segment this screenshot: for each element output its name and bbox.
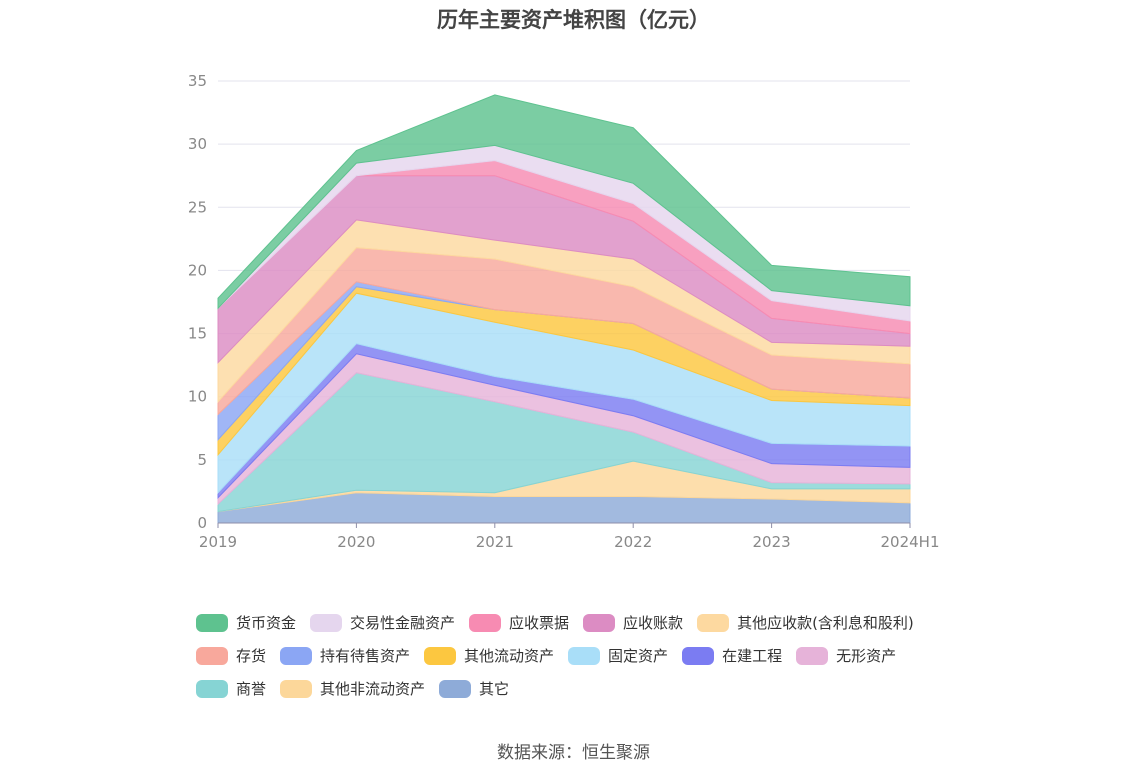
legend-swatch bbox=[196, 646, 228, 665]
legend-swatch bbox=[682, 646, 715, 665]
legend-label: 固定资产 bbox=[608, 647, 669, 665]
legend-item[interactable]: 商誉 bbox=[196, 678, 266, 699]
x-tick-label: 2021 bbox=[476, 533, 514, 551]
legend-label: 交易性金融资产 bbox=[350, 614, 456, 632]
legend-swatch bbox=[196, 613, 228, 632]
legend-row: 存货 持有待售资产 其他流动资产 固定资产 在建工程 无形资产 bbox=[196, 639, 976, 672]
legend-item[interactable]: 应收账款 bbox=[583, 612, 683, 633]
y-tick-label: 5 bbox=[197, 451, 207, 469]
legend-item[interactable]: 无形资产 bbox=[796, 645, 896, 666]
legend-item[interactable]: 其他应收款(含利息和股利) bbox=[697, 612, 914, 633]
data-source-note: 数据来源：恒生聚源 bbox=[497, 743, 650, 763]
legend-swatch bbox=[439, 679, 472, 698]
y-tick-label: 15 bbox=[188, 325, 207, 343]
legend-label: 货币资金 bbox=[236, 614, 297, 632]
legend-swatch bbox=[469, 613, 502, 632]
legend-item[interactable]: 其他非流动资产 bbox=[280, 678, 425, 699]
legend-label: 应收票据 bbox=[509, 614, 570, 632]
legend-label: 在建工程 bbox=[722, 647, 783, 665]
legend-item[interactable]: 在建工程 bbox=[682, 645, 782, 666]
legend-swatch bbox=[310, 613, 343, 632]
chart-title: 历年主要资产堆积图（亿元） bbox=[437, 8, 710, 32]
legend-label: 其他流动资产 bbox=[464, 647, 555, 665]
x-tick-label: 2022 bbox=[614, 533, 652, 551]
area-layer bbox=[217, 94, 911, 524]
legend-swatch bbox=[697, 613, 730, 632]
legend-row: 商誉 其他非流动资产 其它 bbox=[196, 672, 976, 705]
x-tick-label: 2020 bbox=[337, 533, 375, 551]
legend-item[interactable]: 应收票据 bbox=[469, 612, 569, 633]
y-tick-label: 0 bbox=[197, 514, 207, 532]
legend: 货币资金 交易性金融资产 应收票据 应收账款 其他应收款(含利息和股利) 存货 持有待售资产… bbox=[196, 606, 976, 705]
legend-item[interactable]: 其他流动资产 bbox=[424, 645, 554, 666]
legend-label: 应收账款 bbox=[623, 614, 684, 632]
y-tick-label: 10 bbox=[188, 388, 207, 406]
legend-item[interactable]: 货币资金 bbox=[196, 612, 296, 633]
y-tick-label: 35 bbox=[188, 72, 207, 90]
stacked-area-chart: 0 5 10 15 20 25 30 35 2019 2020 2021 2022 2023 2024H1 bbox=[188, 72, 940, 551]
legend-swatch bbox=[583, 613, 616, 632]
legend-swatch bbox=[196, 679, 228, 698]
y-tick-label: 30 bbox=[188, 135, 207, 153]
legend-label: 其他应收款(含利息和股利) bbox=[737, 614, 914, 632]
y-tick-label: 20 bbox=[188, 261, 207, 279]
legend-label: 商誉 bbox=[236, 680, 267, 698]
legend-item[interactable]: 交易性金融资产 bbox=[310, 612, 455, 633]
legend-label: 存货 bbox=[236, 647, 267, 665]
legend-swatch bbox=[280, 646, 313, 665]
x-tick-label: 2019 bbox=[199, 533, 237, 551]
legend-swatch bbox=[280, 679, 313, 698]
legend-item[interactable]: 存货 bbox=[196, 645, 266, 666]
legend-label: 其他非流动资产 bbox=[320, 680, 426, 698]
legend-swatch bbox=[796, 646, 829, 665]
legend-label: 其它 bbox=[479, 680, 510, 698]
axis-layer: 0 5 10 15 20 25 30 35 2019 2020 2021 2022 2023 2024H1 bbox=[188, 72, 940, 551]
y-tick-label: 25 bbox=[188, 198, 207, 216]
area-series bbox=[217, 94, 911, 310]
legend-swatch bbox=[568, 646, 601, 665]
x-tick-label: 2023 bbox=[753, 533, 791, 551]
legend-row: 货币资金 交易性金融资产 应收票据 应收账款 其他应收款(含利息和股利) bbox=[196, 606, 976, 639]
legend-label: 持有待售资产 bbox=[320, 647, 411, 665]
x-tick-label: 2024H1 bbox=[881, 533, 940, 551]
legend-item[interactable]: 其它 bbox=[439, 678, 509, 699]
legend-swatch bbox=[424, 646, 457, 665]
legend-item[interactable]: 持有待售资产 bbox=[280, 645, 410, 666]
legend-label: 无形资产 bbox=[836, 647, 897, 665]
legend-item[interactable]: 固定资产 bbox=[568, 645, 668, 666]
